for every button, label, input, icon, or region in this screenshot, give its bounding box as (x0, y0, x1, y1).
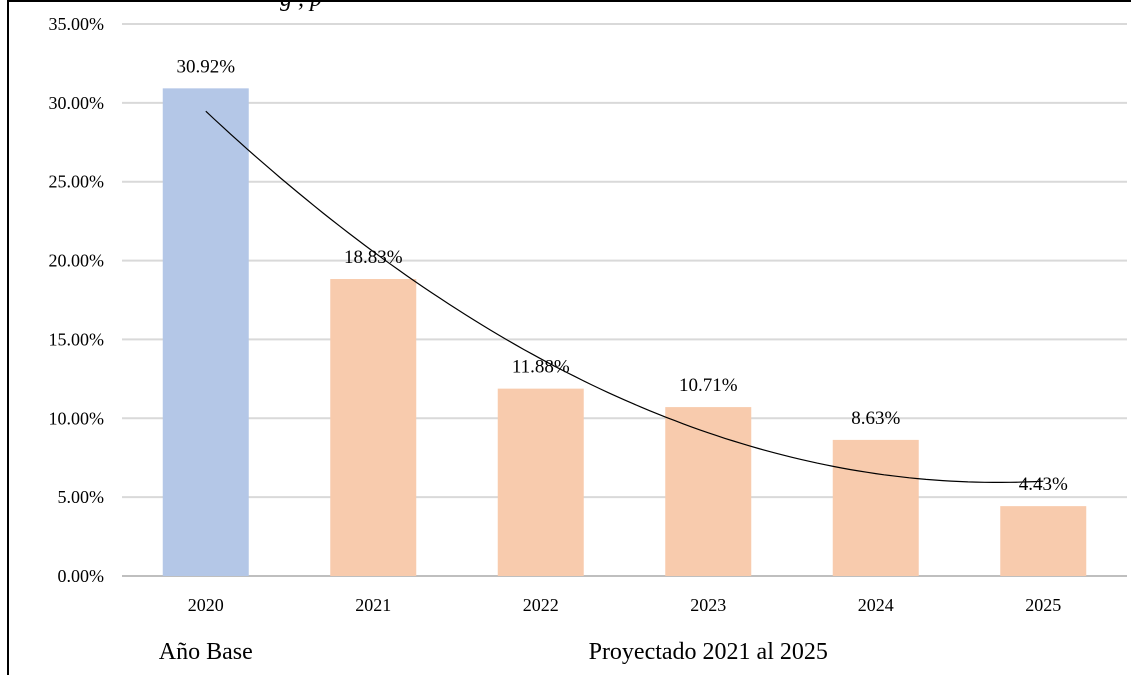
data-label-2024: 8.63% (851, 408, 900, 429)
data-label-2025: 4.43% (1019, 474, 1068, 495)
x-category-2021: 2021 (355, 595, 391, 615)
bar-2021 (330, 279, 417, 576)
x-category-2025: 2025 (1025, 595, 1061, 615)
y-tick-label: 35.00% (49, 14, 105, 34)
frame-border-left (7, 0, 9, 675)
bars (162, 88, 1087, 577)
data-label-2022: 11.88% (512, 357, 570, 378)
y-tick-label: 10.00% (49, 408, 105, 428)
y-tick-label: 0.00% (58, 566, 105, 586)
data-label-2021: 18.83% (344, 247, 403, 268)
bar-2022 (497, 388, 584, 576)
group-label-1: Proyectado 2021 al 2025 (589, 639, 828, 665)
chart-title-fragment: g , p (280, 0, 322, 12)
grid-lines (122, 23, 1127, 577)
x-category-2020: 2020 (188, 595, 224, 615)
x-category-2024: 2024 (858, 595, 894, 615)
data-label-2020: 30.92% (176, 56, 235, 77)
bar-2020 (162, 88, 249, 577)
y-tick-label: 20.00% (49, 251, 105, 271)
x-category-2023: 2023 (690, 595, 726, 615)
data-labels: 30.92% 18.83% 11.88% 10.71% 8.63% 4.43% (176, 56, 1068, 495)
y-tick-label: 15.00% (49, 329, 105, 349)
y-axis-ticks: 0.00% 5.00% 10.00% 15.00% 20.00% 25.00% 30.00%… (49, 14, 105, 586)
y-tick-label: 25.00% (49, 172, 105, 192)
frame-border-top (7, 0, 1131, 2)
y-tick-label: 30.00% (49, 93, 105, 113)
y-tick-label: 5.00% (58, 487, 105, 507)
bar-2025 (1000, 506, 1087, 576)
x-category-2022: 2022 (523, 595, 559, 615)
x-axis-categories: 2020 2021 2022 2023 2024 2025 (188, 595, 1062, 615)
bar-2024 (832, 439, 919, 576)
category-groups: Año Base Proyectado 2021 al 2025 (159, 639, 828, 665)
group-label-0: Año Base (159, 639, 253, 665)
trendline (205, 110, 1044, 483)
bar-2023 (665, 407, 752, 576)
trendline-layer (205, 110, 1044, 483)
data-label-2023: 10.71% (679, 375, 738, 396)
